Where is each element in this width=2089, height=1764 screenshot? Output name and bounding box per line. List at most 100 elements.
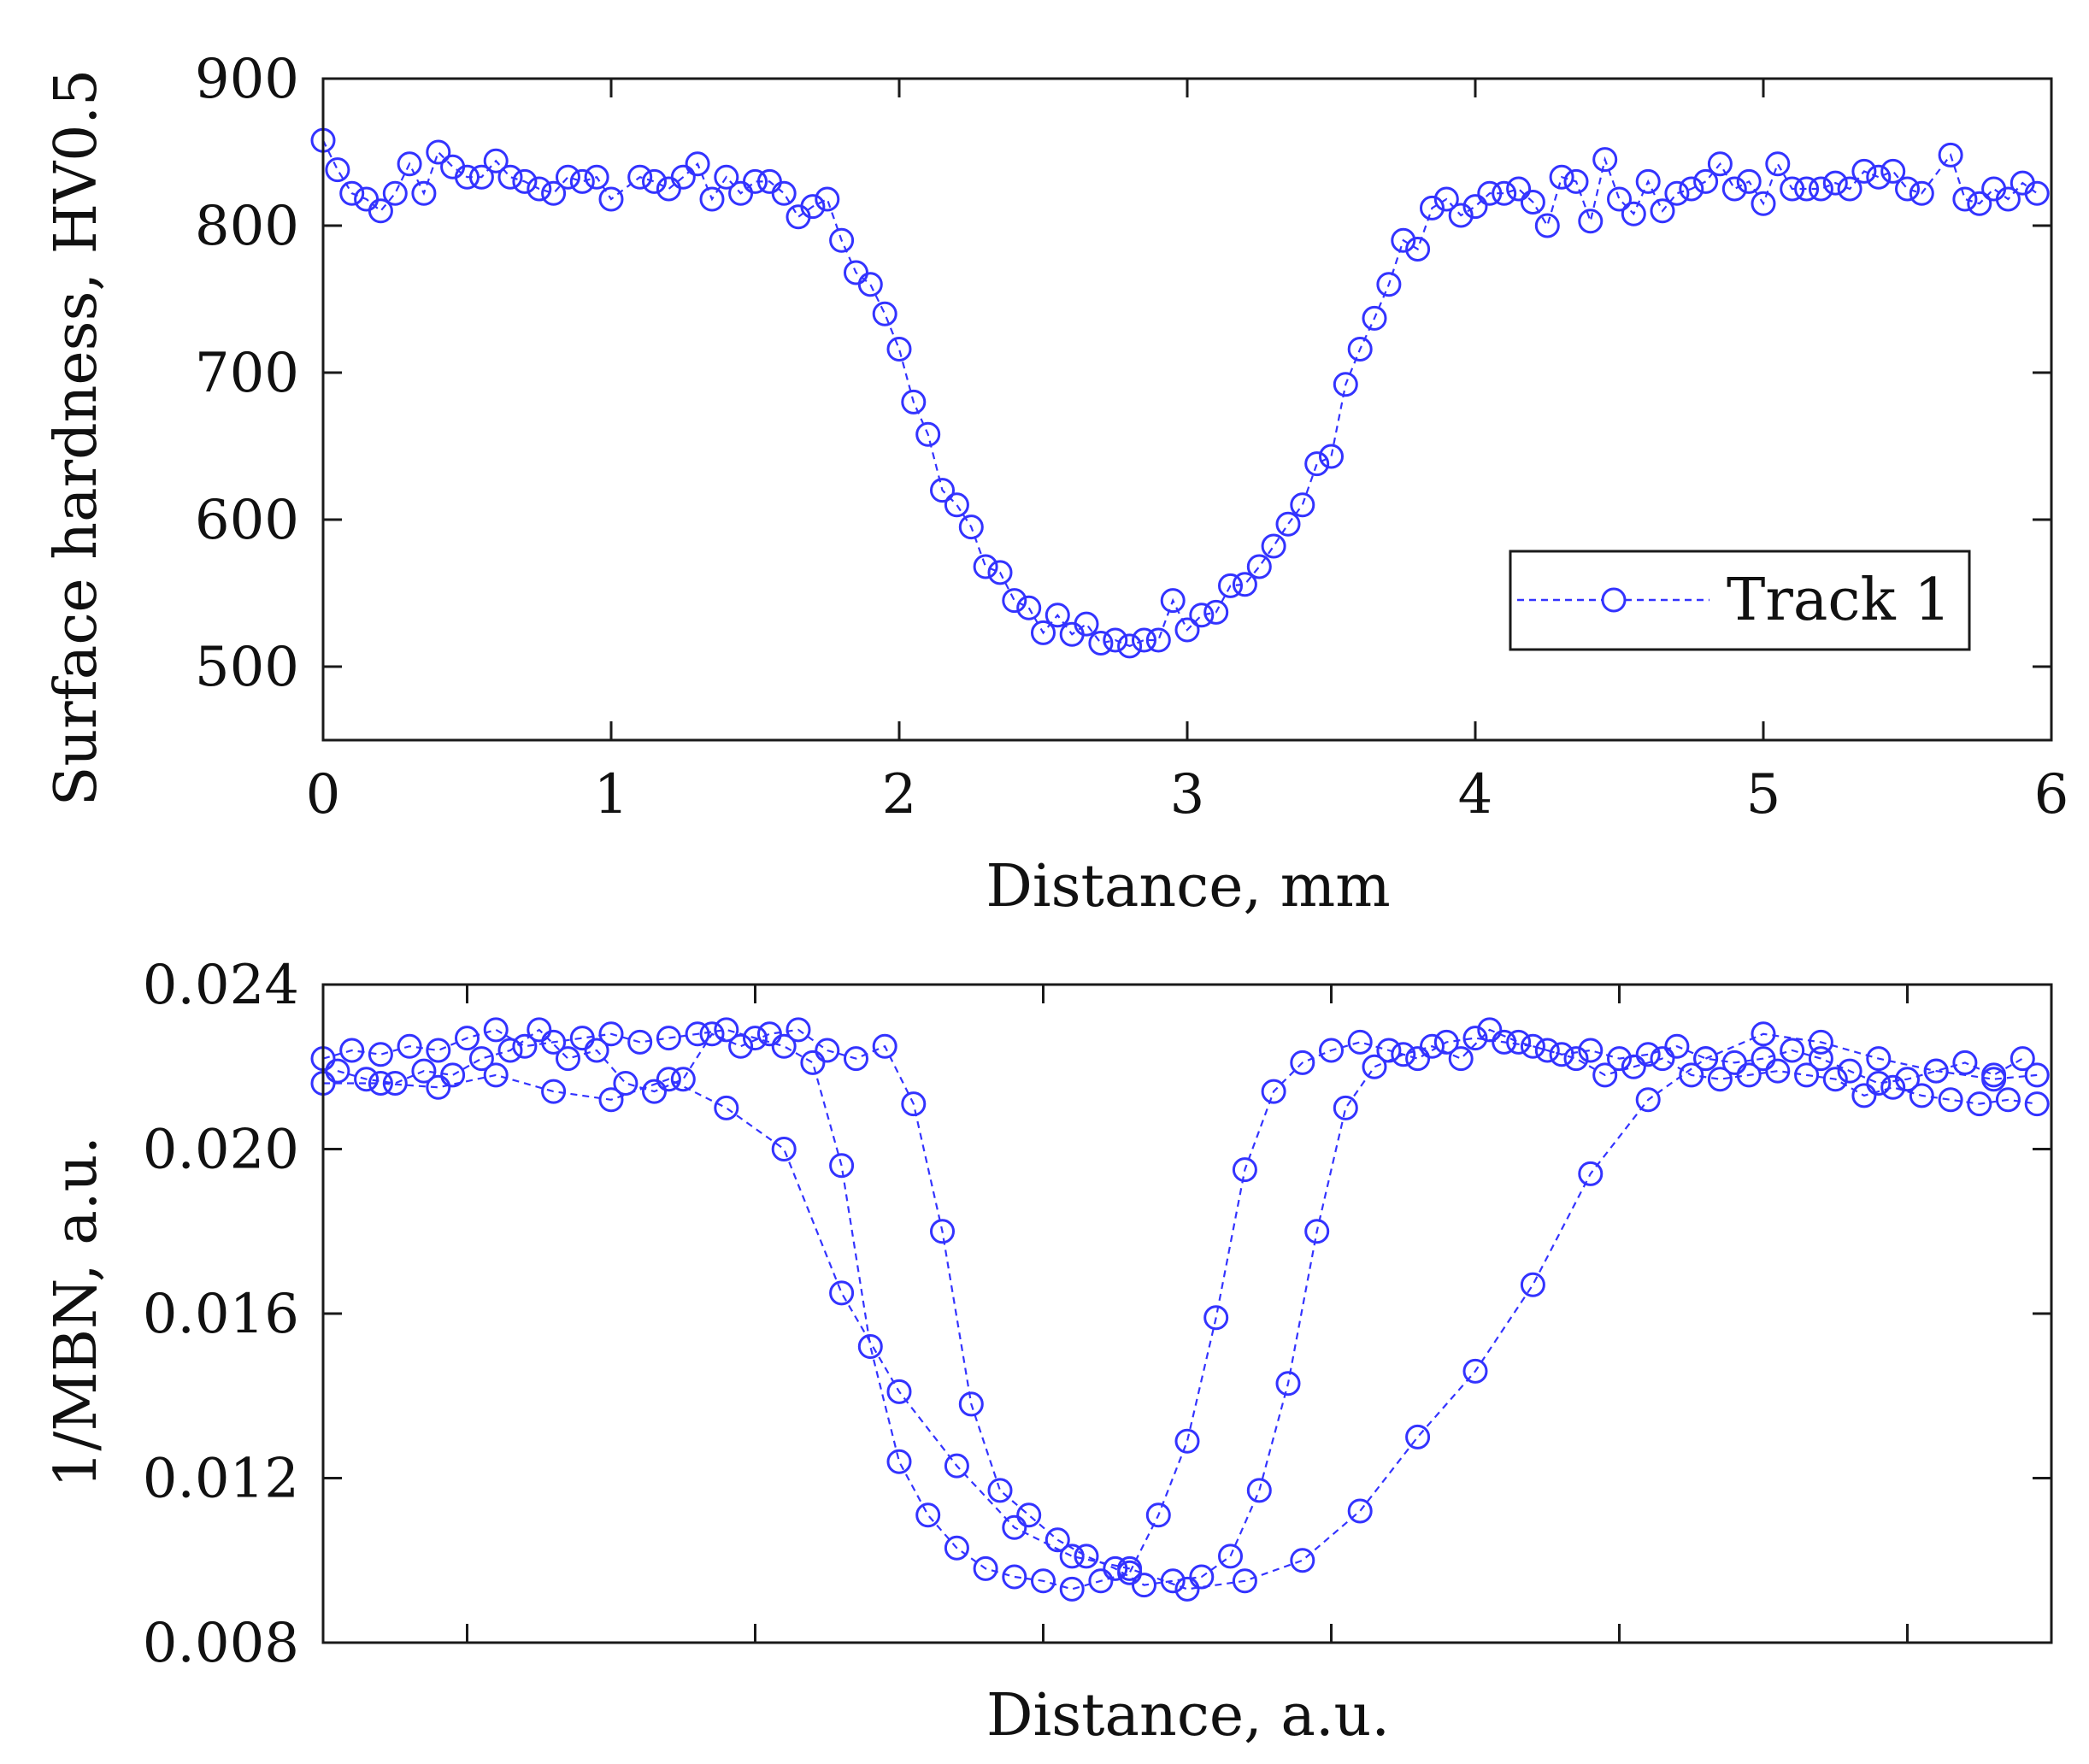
hardness-data-point <box>1650 198 1675 224</box>
hardness-data-point <box>627 164 653 190</box>
hardness-data-point <box>1448 203 1474 228</box>
hardness-data-point <box>714 164 739 190</box>
hardness-series-line-1 <box>322 139 2038 648</box>
hardness-data-point <box>901 389 927 415</box>
mbn-data-point <box>541 1029 567 1055</box>
mbn-data-point <box>483 1062 509 1088</box>
hardness-data-point <box>598 186 624 212</box>
mbn-data-point <box>656 1026 681 1051</box>
mbn-data-point <box>1132 1573 1156 1598</box>
mbn-data-point <box>1693 1046 1719 1072</box>
mbn-data-point <box>1635 1087 1661 1113</box>
hardness-x-tick-label: 1 <box>594 763 629 826</box>
hardness-data-point <box>584 164 609 190</box>
mbn-data-point <box>1059 1576 1085 1602</box>
hardness-data-point <box>411 180 437 206</box>
mbn-data-point <box>670 1067 696 1092</box>
mbn-data-point <box>598 1021 624 1047</box>
hardness-data-point <box>455 164 480 190</box>
hardness-data-point <box>1938 142 1963 168</box>
mbn-data-point <box>901 1091 927 1117</box>
mbn-data-point <box>1578 1161 1604 1186</box>
legend-box <box>1509 550 1971 651</box>
mbn-data-point <box>1059 1544 1085 1569</box>
hardness-data-point <box>1808 176 1833 202</box>
mbn-data-point <box>1751 1046 1776 1072</box>
mbn-y-tick-label: 0.016 <box>143 1283 299 1346</box>
hardness-data-point <box>915 421 941 447</box>
hardness-data-point <box>1031 620 1056 645</box>
mbn-data-point <box>1145 1502 1171 1528</box>
hardness-data-point <box>872 301 897 326</box>
hardness-y-tick-label: 500 <box>195 636 299 699</box>
mbn-data-point <box>1765 1058 1791 1084</box>
mbn-data-point <box>325 1058 350 1084</box>
mbn-data-point <box>1477 1017 1503 1043</box>
mbn-data-point <box>1607 1046 1632 1072</box>
mbn-data-point <box>2024 1091 2050 1117</box>
mbn-data-point <box>1938 1087 1963 1113</box>
mbn-x-axis-title: Distance, a.u. <box>986 1682 1390 1749</box>
mbn-data-point <box>1462 1026 1488 1051</box>
mbn-data-point <box>1880 1074 1906 1100</box>
hardness-data-point <box>1275 511 1301 537</box>
hardness-data-point <box>1333 372 1358 397</box>
mbn-data-point <box>339 1038 365 1063</box>
hardness-data-point <box>930 478 955 503</box>
hardness-data-point <box>699 186 725 212</box>
mbn-data-point <box>973 1555 998 1581</box>
mbn-y-tick-label: 0.024 <box>143 954 299 1017</box>
hardness-data-point <box>1592 147 1618 173</box>
hardness-data-point <box>1880 158 1906 184</box>
hardness-data-point <box>1794 176 1820 202</box>
hardness-data-point <box>1909 180 1934 206</box>
hardness-data-point <box>1621 201 1646 226</box>
mbn-data-point <box>685 1021 710 1047</box>
mbn-data-point <box>1304 1219 1330 1244</box>
hardness-data-point <box>1218 573 1243 598</box>
hardness-data-point <box>685 151 710 177</box>
hardness-data-point <box>944 492 969 518</box>
hardness-y-tick-label: 800 <box>195 195 299 258</box>
mbn-data-point <box>829 1153 855 1179</box>
hardness-data-point <box>1506 176 1532 202</box>
mbn-data-point <box>944 1453 969 1479</box>
mbn-data-point <box>1088 1568 1114 1594</box>
hardness-data-point <box>743 168 768 194</box>
mbn-data-point <box>886 1379 912 1404</box>
mbn-series-line-2 <box>337 1028 2038 1586</box>
mbn-data-point <box>1751 1021 1776 1047</box>
mbn-data-point <box>1074 1544 1099 1569</box>
hardness-data-point <box>556 164 580 190</box>
mbn-data-point <box>1405 1424 1431 1449</box>
mbn-data-point <box>1635 1042 1661 1067</box>
mbn-data-point <box>1520 1272 1545 1297</box>
hardness-y-tick-label: 600 <box>195 489 299 552</box>
hardness-data-point <box>1534 213 1560 238</box>
hardness-data-point <box>497 164 523 190</box>
hardness-data-point <box>468 164 494 190</box>
hardness-data-point <box>2024 180 2050 206</box>
mbn-data-point <box>872 1033 897 1059</box>
mbn-plot-area <box>310 1017 2050 1602</box>
legend-marker-sample <box>1601 587 1627 613</box>
mbn-data-point <box>541 1079 567 1104</box>
mbn-data-point <box>1290 1050 1315 1075</box>
hardness-data-point <box>1103 627 1128 653</box>
hardness-data-point <box>1736 168 1762 194</box>
mbn-data-point <box>483 1017 509 1043</box>
hardness-data-point <box>1160 588 1186 614</box>
hardness-data-point <box>1780 176 1805 202</box>
mbn-data-point <box>1952 1050 1978 1075</box>
mbn-data-point <box>771 1033 797 1059</box>
hardness-data-point <box>1477 180 1503 206</box>
hardness-data-point <box>1607 186 1632 212</box>
hardness-data-point <box>1707 151 1733 177</box>
hardness-data-point <box>1664 180 1690 206</box>
mbn-data-point <box>1347 1029 1373 1055</box>
hardness-data-point <box>800 194 826 220</box>
mbn-data-point <box>2024 1062 2050 1088</box>
mbn-data-point <box>714 1095 739 1120</box>
hardness-data-point <box>815 186 840 212</box>
hardness-data-point <box>1866 164 1892 190</box>
